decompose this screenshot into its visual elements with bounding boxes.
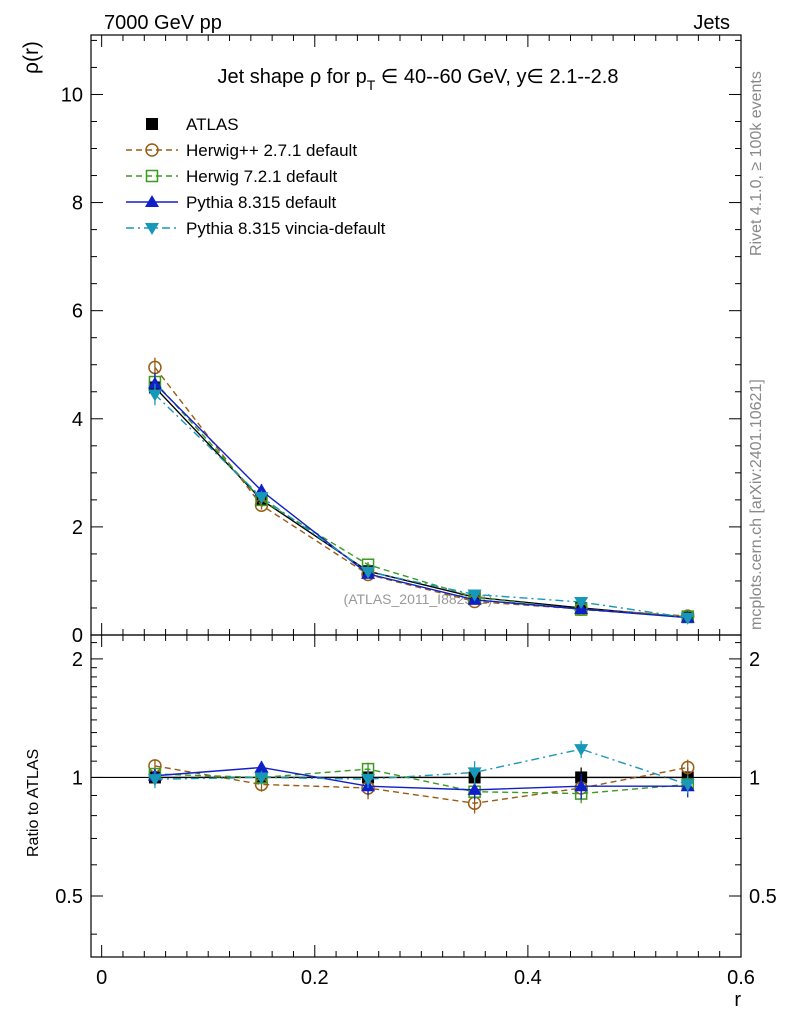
x-tick-label: 0.2 [301, 967, 329, 989]
chart-title-prefix: Jet shape ρ for p [218, 66, 367, 88]
ratio-plot-frame [90, 634, 742, 958]
ratio-series-group [147, 740, 695, 814]
main-series-line [154, 367, 688, 617]
main-data-point [574, 597, 589, 610]
rivet-version-label: Rivet 4.1.0, ≥ 100k events [748, 71, 765, 256]
ratio-tick-label: 0.5 [55, 886, 83, 908]
chart-title-subscript: T [367, 77, 376, 93]
ratio-series-line [154, 766, 688, 791]
x-tick-label: 0.4 [514, 967, 542, 989]
legend-marker [146, 118, 158, 130]
ratio-tick-label-right: 1 [749, 767, 760, 789]
ratio-tick-label-right: 0.5 [749, 886, 777, 908]
ratio-data-point [254, 760, 269, 773]
chart-title-suffix: ∈ 40--60 GeV, y∈ 2.1--2.8 [375, 66, 618, 88]
y-tick-label: 0 [72, 625, 83, 647]
legend-marker [145, 195, 159, 207]
ratio-data-point [467, 782, 482, 795]
main-data-point [467, 589, 482, 602]
ratio-tick-label: 1 [72, 767, 83, 789]
legend-marker [145, 143, 159, 157]
y-tick-label: 8 [72, 193, 83, 215]
main-series-group [147, 357, 695, 625]
ratio-series-line [154, 765, 688, 804]
legend-label: Pythia 8.315 default [186, 193, 337, 212]
y-tick-label: 6 [72, 301, 83, 323]
ratio-data-point [574, 744, 589, 757]
main-series-line [154, 381, 688, 618]
y-tick-label: 2 [72, 517, 83, 539]
legend-label: Pythia 8.315 vincia-default [186, 219, 386, 238]
ratio-data-point [574, 779, 589, 792]
y-tick-label: 4 [72, 409, 83, 431]
main-series-line [154, 393, 688, 619]
main-data-point [361, 566, 376, 579]
ratio-data-point [467, 767, 482, 780]
collision-energy-label: 7000 GeV pp [104, 12, 222, 34]
x-tick-label: 0.6 [727, 967, 755, 989]
ratio-tick-label-right: 2 [749, 649, 760, 671]
main-series-line [154, 386, 688, 618]
main-series-line [154, 383, 688, 619]
x-tick-label: 0 [96, 967, 107, 989]
ratio-axis-ticks: 0 0.2 0.4 0.6 0.5 0.5 1 1 2 2 [55, 635, 777, 989]
ratio-tick-label: 2 [72, 649, 83, 671]
y-tick-label: 10 [61, 84, 83, 106]
main-data-point [147, 389, 162, 402]
legend-label: Herwig 7.2.1 default [186, 167, 337, 186]
y-axis-title: ρ(r) [20, 41, 43, 74]
ratio-data-point [680, 760, 695, 775]
main-data-point [680, 612, 695, 625]
chart-title: Jet shape ρ for pT ∈ 40--60 GeV, y∈ 2.1-… [218, 66, 619, 93]
ratio-data-point [361, 774, 376, 787]
x-axis-title: r [734, 989, 741, 1011]
ratio-data-point [680, 779, 695, 792]
ratio-series-line [154, 768, 688, 795]
main-axis-ticks: 0 2 4 6 8 10 [61, 35, 742, 647]
legend-label: ATLAS [186, 115, 239, 134]
process-label: Jets [693, 12, 730, 34]
legend-marker [145, 223, 159, 235]
legend: ATLAS Herwig++ 2.7.1 default Herwig 7.2.1 … [126, 115, 386, 238]
ratio-axis-title: Ratio to ATLAS [25, 749, 42, 857]
main-data-point [147, 376, 162, 389]
mcplots-source-label: mcplots.cern.ch [arXiv:2401.10621] [748, 379, 765, 630]
ratio-data-point [147, 774, 162, 787]
legend-label: Herwig++ 2.7.1 default [186, 141, 357, 160]
main-data-point [254, 492, 269, 505]
legend-marker [145, 169, 159, 183]
ratio-data-point [254, 772, 269, 785]
